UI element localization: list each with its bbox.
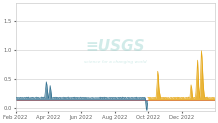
- Text: science for a changing world: science for a changing world: [84, 60, 146, 64]
- Text: ≡USGS: ≡USGS: [85, 39, 145, 54]
